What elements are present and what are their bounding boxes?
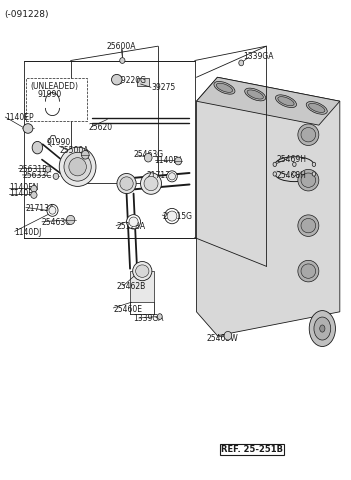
Bar — [26, 78, 87, 121]
Ellipse shape — [301, 264, 316, 278]
Text: 91990: 91990 — [46, 138, 71, 147]
Ellipse shape — [69, 157, 86, 176]
Ellipse shape — [168, 173, 176, 180]
Ellipse shape — [314, 317, 331, 340]
Ellipse shape — [144, 154, 152, 162]
Bar — [130, 271, 154, 302]
Ellipse shape — [144, 176, 158, 191]
Ellipse shape — [293, 172, 296, 176]
Ellipse shape — [140, 173, 161, 194]
Text: 25463G: 25463G — [133, 150, 164, 159]
Ellipse shape — [64, 153, 91, 181]
Text: 25633C: 25633C — [22, 171, 52, 180]
Text: 25463G: 25463G — [42, 218, 72, 227]
Text: 1140DJ: 1140DJ — [15, 228, 42, 237]
Text: 25469H: 25469H — [277, 155, 307, 164]
Text: 25460E: 25460E — [113, 305, 142, 314]
Ellipse shape — [298, 169, 319, 191]
Ellipse shape — [112, 74, 122, 85]
Ellipse shape — [298, 215, 319, 237]
Ellipse shape — [45, 166, 51, 172]
Ellipse shape — [306, 102, 327, 114]
Text: 91990: 91990 — [38, 90, 62, 98]
Ellipse shape — [278, 96, 294, 106]
Ellipse shape — [312, 162, 316, 167]
Text: 1140FN: 1140FN — [9, 183, 39, 192]
Ellipse shape — [133, 262, 152, 281]
Ellipse shape — [129, 217, 138, 227]
Text: 1140EP: 1140EP — [5, 113, 34, 122]
Text: 25463W: 25463W — [207, 334, 239, 343]
Ellipse shape — [31, 192, 37, 198]
Text: 25128A: 25128A — [116, 222, 145, 231]
Ellipse shape — [216, 83, 233, 92]
Text: 25615G: 25615G — [162, 212, 192, 221]
Ellipse shape — [175, 157, 182, 165]
Ellipse shape — [224, 331, 232, 340]
Text: 25462B: 25462B — [116, 282, 145, 291]
Text: 25631B: 25631B — [18, 165, 47, 174]
Text: 1339GA: 1339GA — [133, 314, 164, 324]
Ellipse shape — [301, 173, 316, 187]
Polygon shape — [197, 77, 340, 336]
Ellipse shape — [167, 171, 177, 182]
Text: (-091228): (-091228) — [4, 10, 49, 19]
Ellipse shape — [53, 173, 59, 180]
Ellipse shape — [298, 260, 319, 282]
Text: 1140DJ: 1140DJ — [154, 156, 182, 165]
Ellipse shape — [247, 90, 263, 99]
Text: (UNLEADED): (UNLEADED) — [31, 83, 78, 91]
Bar — [137, 78, 149, 86]
Ellipse shape — [127, 215, 140, 229]
Text: 21713A: 21713A — [26, 204, 55, 213]
Ellipse shape — [59, 147, 96, 186]
Ellipse shape — [165, 208, 179, 224]
Ellipse shape — [239, 60, 244, 66]
Text: 25468H: 25468H — [277, 171, 307, 180]
Ellipse shape — [301, 128, 316, 142]
Ellipse shape — [312, 172, 316, 176]
Ellipse shape — [117, 173, 136, 193]
Text: 21713A: 21713A — [147, 171, 176, 180]
Text: 39220G: 39220G — [116, 76, 146, 85]
Ellipse shape — [31, 185, 37, 192]
Ellipse shape — [276, 95, 297, 108]
Ellipse shape — [167, 211, 177, 221]
Ellipse shape — [273, 172, 277, 176]
Ellipse shape — [309, 103, 325, 112]
Text: 39275: 39275 — [151, 84, 175, 92]
Ellipse shape — [301, 218, 316, 233]
Ellipse shape — [47, 204, 58, 216]
Ellipse shape — [245, 88, 266, 101]
Ellipse shape — [293, 162, 296, 167]
Ellipse shape — [157, 314, 162, 320]
Ellipse shape — [298, 124, 319, 145]
Ellipse shape — [66, 216, 75, 225]
Ellipse shape — [49, 206, 56, 214]
Text: 25500A: 25500A — [59, 145, 89, 155]
Ellipse shape — [120, 58, 125, 63]
Ellipse shape — [135, 265, 149, 277]
Ellipse shape — [309, 311, 336, 347]
Text: 1140FT: 1140FT — [9, 189, 38, 198]
Ellipse shape — [320, 325, 325, 332]
Ellipse shape — [214, 82, 235, 94]
Text: 25620: 25620 — [88, 122, 112, 132]
Ellipse shape — [32, 142, 43, 154]
Text: 25600A: 25600A — [107, 42, 136, 51]
Text: 1339GA: 1339GA — [244, 52, 274, 61]
Ellipse shape — [273, 162, 277, 167]
Ellipse shape — [23, 124, 33, 133]
Ellipse shape — [81, 151, 89, 159]
Ellipse shape — [120, 177, 133, 190]
Text: REF. 25-251B: REF. 25-251B — [221, 445, 283, 454]
Polygon shape — [197, 77, 340, 125]
